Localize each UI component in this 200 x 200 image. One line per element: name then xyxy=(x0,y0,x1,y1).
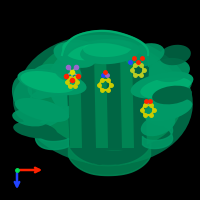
Polygon shape xyxy=(68,52,82,148)
Ellipse shape xyxy=(48,40,168,130)
Ellipse shape xyxy=(83,39,133,57)
Ellipse shape xyxy=(80,40,140,64)
Ellipse shape xyxy=(141,114,175,136)
Ellipse shape xyxy=(62,40,98,60)
Ellipse shape xyxy=(12,110,48,126)
Ellipse shape xyxy=(13,80,37,120)
Ellipse shape xyxy=(33,40,183,150)
Ellipse shape xyxy=(54,62,82,82)
Ellipse shape xyxy=(152,86,192,104)
Polygon shape xyxy=(133,52,147,148)
Polygon shape xyxy=(107,52,121,148)
Ellipse shape xyxy=(13,122,57,138)
Ellipse shape xyxy=(20,71,76,93)
Ellipse shape xyxy=(17,35,193,165)
Polygon shape xyxy=(81,52,95,148)
Polygon shape xyxy=(120,52,134,148)
Ellipse shape xyxy=(144,98,192,122)
Ellipse shape xyxy=(150,58,190,82)
Ellipse shape xyxy=(15,98,69,122)
Ellipse shape xyxy=(17,69,87,95)
Polygon shape xyxy=(94,52,108,148)
Ellipse shape xyxy=(125,43,165,67)
Ellipse shape xyxy=(54,42,96,68)
Ellipse shape xyxy=(159,45,191,65)
Ellipse shape xyxy=(12,76,32,108)
Ellipse shape xyxy=(131,72,193,98)
Ellipse shape xyxy=(140,77,192,99)
Polygon shape xyxy=(65,50,150,150)
